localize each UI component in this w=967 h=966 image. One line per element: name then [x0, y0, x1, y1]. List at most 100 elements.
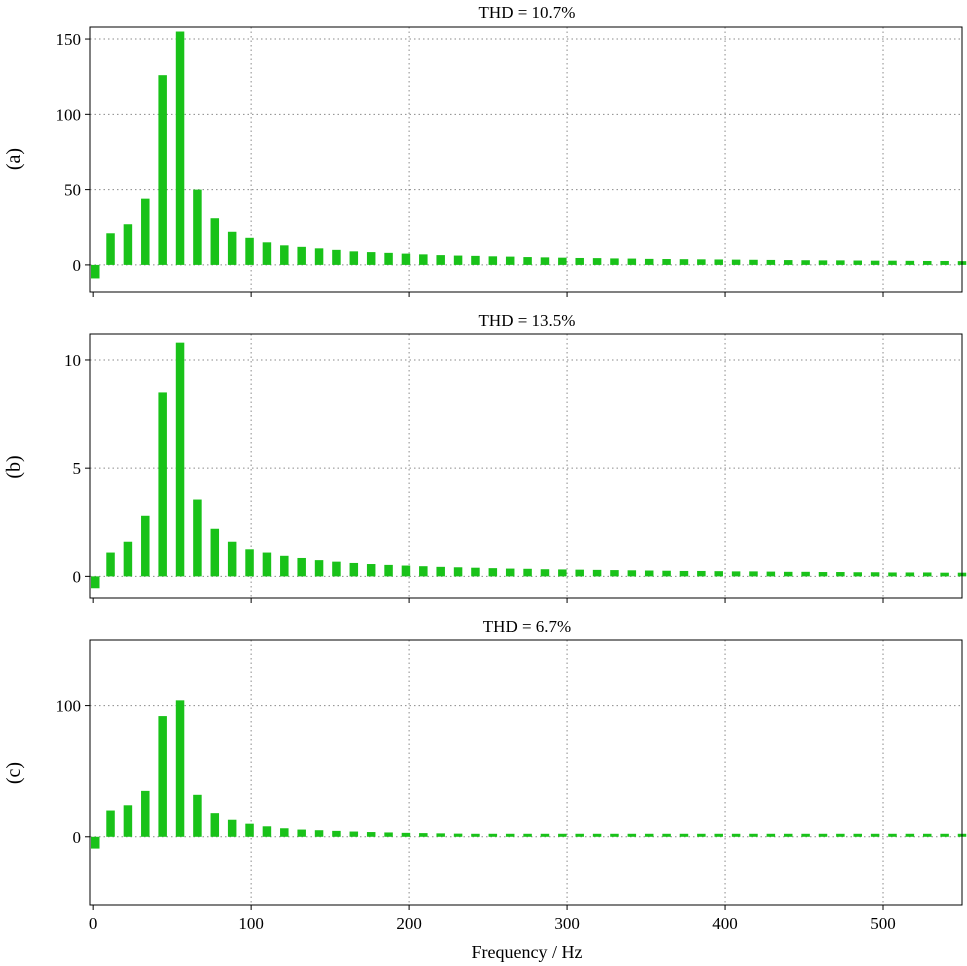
spectrum-bar	[766, 571, 776, 577]
spectrum-bar	[262, 552, 272, 577]
spectrum-bar	[227, 231, 237, 265]
spectrum-bar	[801, 260, 810, 265]
spectrum-bar	[575, 257, 584, 265]
panel-a-plot: 0 50 100 150	[56, 26, 967, 297]
spectrum-bar	[366, 252, 376, 265]
spectrum-bar	[766, 259, 776, 265]
spectrum-bar	[679, 570, 689, 577]
spectrum-bar	[280, 828, 289, 837]
spectrum-bar	[922, 572, 932, 577]
panel-b: THD = 13.5% (b)	[3, 311, 575, 479]
spectrum-bar	[210, 813, 220, 837]
spectrum-bar	[227, 819, 237, 837]
spectrum-bar	[714, 833, 723, 837]
spectrum-bar	[836, 833, 845, 837]
spectrum-bar	[141, 790, 150, 837]
spectrum-bar	[471, 833, 480, 837]
spectrum-bar	[123, 805, 133, 837]
spectrum-bar	[384, 832, 393, 837]
spectrum-bar	[627, 570, 637, 577]
spectrum-bar	[836, 260, 845, 265]
spectrum-bar	[558, 257, 567, 265]
y-tick-label: 0	[73, 256, 82, 275]
spectrum-bar	[488, 833, 498, 837]
spectrum-bar	[505, 833, 515, 837]
plot-frame	[89, 639, 963, 906]
y-tick-label: 5	[73, 459, 82, 478]
spectrum-bar	[853, 260, 862, 265]
spectrum-bar	[731, 833, 741, 837]
spectrum-bar	[158, 392, 167, 577]
spectrum-bar	[644, 833, 654, 837]
spectrum-bar	[523, 568, 532, 577]
panel-b-label: (b)	[3, 455, 25, 478]
panel-a: THD = 10.7% (a)	[3, 3, 575, 170]
spectrum-bar	[471, 255, 480, 265]
spectrum-bar	[853, 572, 862, 577]
spectrum-bar	[592, 569, 602, 577]
y-tick-label: 50	[64, 181, 81, 200]
spectrum-bar	[297, 829, 306, 837]
spectrum-bar	[749, 833, 758, 837]
spectrum-bar	[245, 549, 254, 577]
spectrum-bar	[332, 561, 341, 577]
spectrum-bar	[141, 515, 150, 577]
spectrum-bar	[697, 259, 706, 265]
spectrum-bar	[141, 198, 150, 265]
spectrum-bar	[349, 831, 359, 837]
spectrum-bar	[679, 259, 689, 265]
spectrum-bar	[227, 541, 237, 577]
spectrum-bar	[662, 570, 671, 577]
spectrum-bar	[123, 541, 133, 577]
spectrum-bar	[870, 833, 880, 837]
panel-c-title: THD = 6.7%	[483, 617, 571, 636]
spectrum-bar	[297, 246, 306, 265]
spectrum-bar	[783, 260, 793, 265]
spectrum-bar	[610, 258, 619, 265]
spectrum-bar	[662, 259, 671, 265]
spectrum-bar	[314, 248, 324, 265]
panel-c: THD = 6.7% (c) Frequency / Hz	[3, 617, 582, 962]
spectrum-bar	[592, 833, 602, 837]
spectrum-bar	[679, 833, 689, 837]
y-tick-label: 0	[73, 567, 82, 586]
spectrum-bar	[627, 258, 637, 265]
spectrum-bar	[714, 259, 723, 265]
spectrum-bar	[262, 826, 272, 837]
spectrum-bar	[419, 833, 428, 837]
y-tick-label: 10	[64, 351, 81, 370]
spectrum-bar	[783, 571, 793, 577]
spectrum-bar	[471, 567, 480, 577]
spectrum-bar	[697, 570, 706, 577]
spectrum-bar	[836, 572, 845, 577]
spectrum-bar	[940, 572, 949, 577]
spectrum-bar	[488, 256, 498, 265]
spectrum-bar	[644, 258, 654, 265]
spectrum-bar	[193, 794, 202, 837]
spectrum-bar	[818, 260, 828, 265]
spectrum-bar	[106, 552, 115, 577]
spectrum-bar	[158, 75, 167, 265]
spectrum-bar	[731, 259, 741, 265]
spectrum-bar	[245, 237, 254, 265]
spectrum-bar	[801, 571, 810, 577]
spectrum-bar	[436, 833, 445, 837]
spectrum-bar	[853, 833, 862, 837]
spectrum-bar	[175, 31, 185, 265]
x-tick-label: 500	[870, 914, 896, 933]
spectrum-bar	[888, 260, 897, 265]
spectrum-bar	[175, 700, 185, 837]
spectrum-bar	[91, 576, 100, 589]
plot-frame	[89, 26, 963, 293]
spectrum-bar	[922, 833, 932, 837]
spectrum-bar	[749, 571, 758, 577]
spectrum-bar	[818, 833, 828, 837]
spectrum-bar	[366, 832, 376, 837]
spectrum-bar	[801, 833, 810, 837]
spectrum-bar	[210, 218, 220, 265]
spectrum-bar	[245, 823, 254, 837]
spectrum-bar	[540, 257, 550, 265]
spectrum-bar	[106, 233, 115, 265]
spectrum-bar	[419, 566, 428, 577]
